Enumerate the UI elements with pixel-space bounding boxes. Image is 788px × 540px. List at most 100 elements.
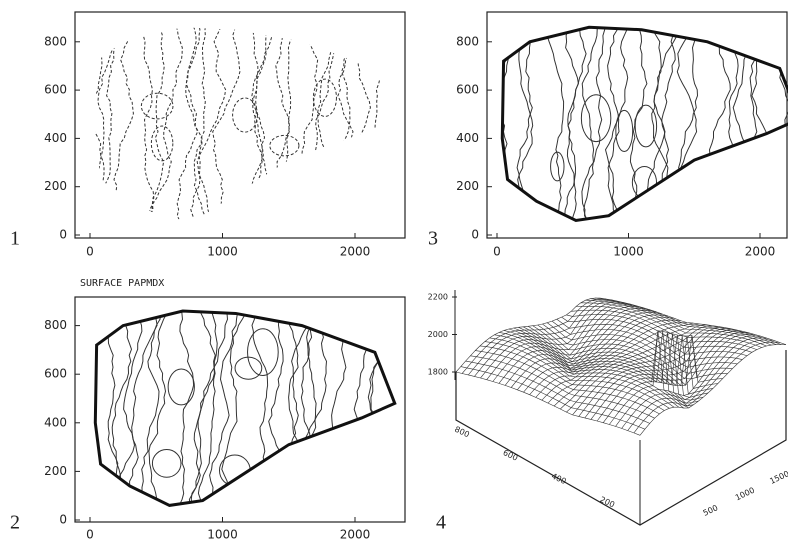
x-tick-label: 0 [86,528,94,540]
contour-line [751,27,769,221]
contour-line [193,27,211,221]
contour-loop [234,356,263,380]
contour-line [149,27,183,221]
boundary [93,309,397,507]
y-tick-label: 600 [44,367,67,381]
panel-label: 1 [10,228,20,250]
contour-line [142,27,155,221]
y-tick-label: 600 [456,83,479,97]
contour-line [196,27,227,221]
contour-line [176,311,195,506]
contour-loop [167,368,195,406]
contour-line [546,27,565,221]
y-tick-label: 400 [44,415,67,429]
y-tick-label: 800 [456,34,479,48]
contour-loop [615,109,634,153]
x-tick-label: 2000 [340,245,371,259]
y-tick-label: 800 [44,318,67,332]
y-tick-label: 200 [44,179,67,193]
contours [502,27,788,221]
contour-line [188,311,218,506]
plot-frame [486,11,788,239]
y-tick-label: 600 [502,448,520,463]
contour-line [251,311,269,506]
mesh-line [599,297,787,345]
contour-loop [247,328,279,376]
contour-line [141,27,165,221]
mesh-line [590,298,777,345]
x-tick-label: 2000 [745,245,776,259]
contour-line [651,27,669,221]
contour-line [275,27,290,221]
x-tick-label: 0 [86,245,94,259]
contour-loop [269,134,300,157]
boundary [500,25,788,223]
mesh-line [639,344,787,436]
y-tick-label: 200 [456,179,479,193]
plot-frame [74,11,406,239]
contour-loop [634,104,658,148]
contour-loop [150,125,174,162]
contour-line [240,27,267,221]
contour-line [286,311,302,506]
x-tick-label: 1000 [207,245,238,259]
contour-line [502,27,517,221]
mesh-line [627,339,774,431]
contour-line [354,27,373,221]
x-tick-label: 500 [702,503,720,518]
contour-line [95,27,118,221]
contour-line [748,27,769,221]
x-tick-label: 1000 [207,528,238,540]
contour-line [148,311,174,506]
contour-line [301,27,319,221]
contour-line [185,27,203,221]
contour-line [221,311,248,506]
x-tick-label: 0 [493,245,501,259]
contour-line [351,311,368,506]
contour-line [604,27,631,221]
y-tick-label: 0 [471,228,479,242]
z-tick-label: 2000 [428,330,448,339]
z-tick-label: 2200 [428,293,448,302]
x-tick-label: 1000 [734,486,756,503]
contour-line [326,27,363,221]
mesh-line [595,297,782,345]
contour-line [95,27,105,221]
contour-line [141,311,163,506]
contour-line [210,27,241,221]
contour-loop [151,449,182,478]
mesh-line [621,337,768,429]
y-tick-label: 0 [59,513,67,527]
mesh-line [523,326,709,398]
contour-line [645,27,676,221]
contour-line [98,27,125,221]
mesh-line [566,314,752,353]
contour-line [331,311,347,506]
mesh-line [494,334,680,408]
contour-line [280,27,296,221]
panel-label: 3 [428,228,438,250]
contour-line [607,27,620,221]
contour-line [559,27,587,221]
contour-line [328,27,355,221]
y-tick-label: 600 [44,83,67,97]
contour-line [112,311,158,506]
x-tick-label: 1000 [613,245,644,259]
contour-loop [232,97,258,133]
contour-line [581,27,608,221]
contour-line [113,27,134,221]
contour-line [312,27,335,221]
mesh-line [575,306,762,348]
contour-line [197,311,229,506]
contour-line [123,311,143,506]
mesh-line [465,360,650,424]
contour-line [581,27,598,221]
x-tick-label: 1500 [768,469,788,486]
contour-line [316,27,337,221]
y-tick-label: 400 [456,131,479,145]
y-tick-label: 800 [44,34,67,48]
panel-label: 2 [10,512,20,534]
contour-line [363,27,387,221]
mesh-line [517,312,663,390]
